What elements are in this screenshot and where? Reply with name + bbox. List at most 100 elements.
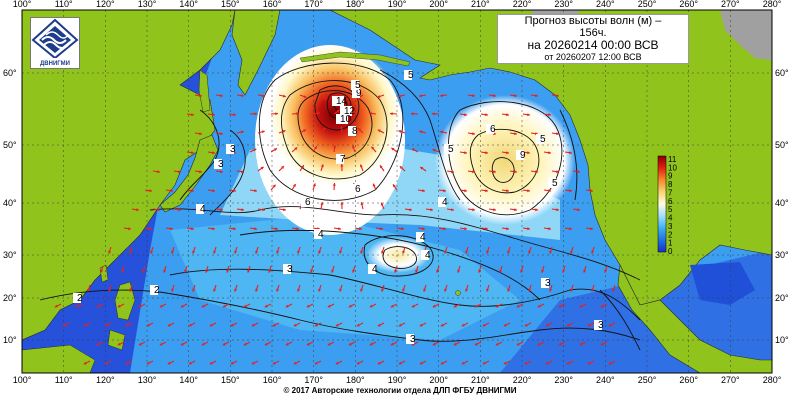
wave-arrow — [222, 303, 230, 308]
wave-arrow — [541, 265, 545, 273]
wave-arrow — [478, 265, 482, 273]
legend-label: 5 — [668, 205, 673, 214]
wave-arrow — [465, 246, 469, 254]
wave-arrow — [566, 360, 574, 365]
lon-tick-label: 170° — [304, 0, 323, 9]
wave-arrow — [465, 284, 469, 292]
wave-arrow — [333, 227, 342, 231]
lon-tick-label: 240° — [596, 375, 615, 385]
lon-tick-label: 130° — [138, 375, 157, 385]
legend-label: 7 — [668, 188, 673, 197]
wave-arrow — [516, 341, 524, 346]
lon-tick-label: 270° — [721, 375, 740, 385]
wave-arrow — [62, 322, 70, 327]
wave-arrow — [340, 201, 344, 210]
wave-arrow — [402, 246, 406, 254]
wave-arrow — [381, 284, 385, 292]
wave-arrow — [371, 146, 377, 153]
lon-tick-label: 230° — [554, 0, 573, 9]
legend-label: 0 — [668, 247, 673, 256]
contour-label: 3 — [410, 334, 416, 345]
legend-label: 2 — [668, 230, 673, 239]
wave-arrow — [444, 246, 448, 254]
wave-arrow — [404, 208, 413, 212]
contour-label: 10 — [340, 114, 352, 125]
wave-arrow — [453, 303, 461, 308]
wave-arrow — [410, 112, 419, 116]
lon-tick-label: 280° — [763, 0, 782, 9]
contour-label-bg — [352, 88, 360, 98]
wave-arrow — [530, 170, 539, 174]
wave-arrow — [249, 189, 258, 193]
wave-arrow — [520, 265, 524, 273]
wave-arrow — [270, 227, 279, 231]
ocean-mid — [170, 215, 520, 340]
contour-label-bg — [438, 197, 446, 207]
wave-arrow — [501, 151, 510, 155]
wave-arrow — [249, 148, 257, 153]
wave-arrow — [129, 284, 133, 292]
wave-arrow — [207, 189, 216, 193]
wave-arrow — [432, 148, 440, 153]
wave-arrow — [537, 303, 545, 308]
wave-arrow — [228, 227, 237, 231]
wave-arrow — [419, 94, 427, 98]
wave-arrow — [184, 265, 188, 273]
wave-arrow — [320, 164, 324, 172]
wave-arrow — [417, 227, 426, 231]
wave-arrow — [372, 183, 377, 191]
contour-label-bg — [541, 278, 549, 288]
wave-arrow — [579, 341, 587, 346]
wave-arrow — [509, 132, 518, 136]
wave-arrow — [335, 360, 343, 365]
contour-label-bg — [406, 334, 414, 344]
lon-tick-label: 210° — [471, 0, 490, 9]
wave-arrow — [272, 322, 280, 327]
storm-peak — [270, 45, 400, 185]
contour-label: 3 — [598, 320, 604, 331]
wave-arrow — [272, 360, 280, 365]
wave-arrow — [312, 111, 321, 115]
wave-arrow — [480, 113, 489, 117]
lon-tick-label: 180° — [346, 0, 365, 9]
wave-arrow — [236, 130, 244, 134]
wave-arrow — [276, 246, 280, 254]
wave-arrow — [318, 284, 322, 292]
wave-arrow — [213, 284, 217, 292]
contour-label: 4 — [318, 229, 324, 240]
lon-tick-label: 140° — [179, 0, 198, 9]
wave-arrow — [255, 246, 259, 254]
contour-label-bg — [536, 134, 544, 144]
wave-arrow — [474, 341, 482, 346]
contour-label: 4 — [372, 264, 378, 275]
wave-arrow — [411, 148, 419, 153]
wave-arrow — [236, 170, 245, 174]
wave-arrow — [522, 227, 531, 231]
wave-arrow — [398, 322, 406, 327]
wave-arrow — [207, 151, 216, 155]
wave-arrow — [354, 227, 363, 231]
lon-tick-label: 150° — [221, 0, 240, 9]
wave-arrow — [293, 322, 301, 327]
wave-arrow — [509, 208, 518, 212]
wave-arrow — [486, 284, 490, 292]
wave-arrow — [467, 170, 476, 174]
title-line-2: 156ч. — [579, 27, 607, 39]
wave-arrow — [285, 303, 293, 308]
wave-arrow — [551, 208, 560, 212]
lon-tick-label: 220° — [513, 375, 532, 385]
lon-tick-label: 120° — [96, 0, 115, 9]
wave-arrow — [545, 360, 553, 365]
wave-arrow — [453, 341, 461, 346]
wave-arrow — [138, 341, 146, 346]
wave-arrow — [467, 132, 476, 136]
wave-arrow — [499, 265, 503, 273]
wave-arrow — [83, 322, 91, 327]
graticule — [22, 10, 772, 373]
wave-arrow — [251, 360, 259, 365]
wave-arrow — [375, 227, 384, 231]
wave-arrow — [474, 303, 482, 308]
wave-arrow — [340, 163, 344, 172]
wave-arrow — [352, 265, 356, 273]
